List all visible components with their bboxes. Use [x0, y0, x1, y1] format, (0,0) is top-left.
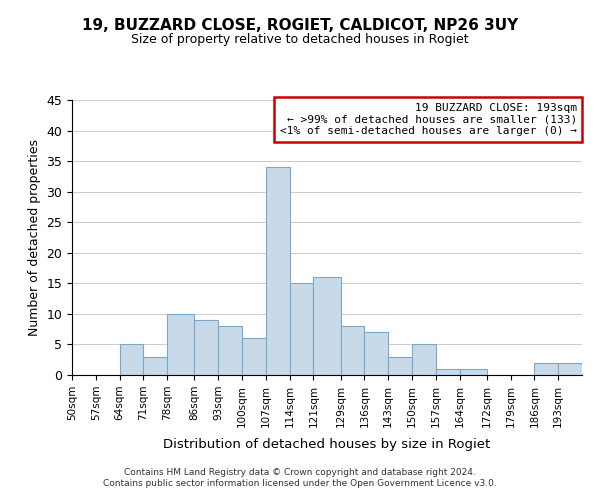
Bar [341, 326, 364, 375]
Bar [143, 356, 167, 375]
Bar [364, 332, 388, 375]
Text: 19 BUZZARD CLOSE: 193sqm
← >99% of detached houses are smaller (133)
<1% of semi: 19 BUZZARD CLOSE: 193sqm ← >99% of detac… [280, 103, 577, 136]
Bar [558, 363, 582, 375]
Text: 19, BUZZARD CLOSE, ROGIET, CALDICOT, NP26 3UY: 19, BUZZARD CLOSE, ROGIET, CALDICOT, NP2… [82, 18, 518, 32]
Y-axis label: Number of detached properties: Number of detached properties [28, 139, 41, 336]
Bar [242, 338, 266, 375]
Bar [436, 369, 460, 375]
Text: Size of property relative to detached houses in Rogiet: Size of property relative to detached ho… [131, 32, 469, 46]
Bar [266, 167, 290, 375]
Bar [313, 277, 341, 375]
Bar [412, 344, 436, 375]
Bar [167, 314, 194, 375]
Bar [218, 326, 242, 375]
Bar [535, 363, 558, 375]
Text: Contains HM Land Registry data © Crown copyright and database right 2024.
Contai: Contains HM Land Registry data © Crown c… [103, 468, 497, 487]
Bar [290, 284, 313, 375]
X-axis label: Distribution of detached houses by size in Rogiet: Distribution of detached houses by size … [163, 438, 491, 451]
Bar [119, 344, 143, 375]
Bar [194, 320, 218, 375]
Bar [460, 369, 487, 375]
Bar [388, 356, 412, 375]
